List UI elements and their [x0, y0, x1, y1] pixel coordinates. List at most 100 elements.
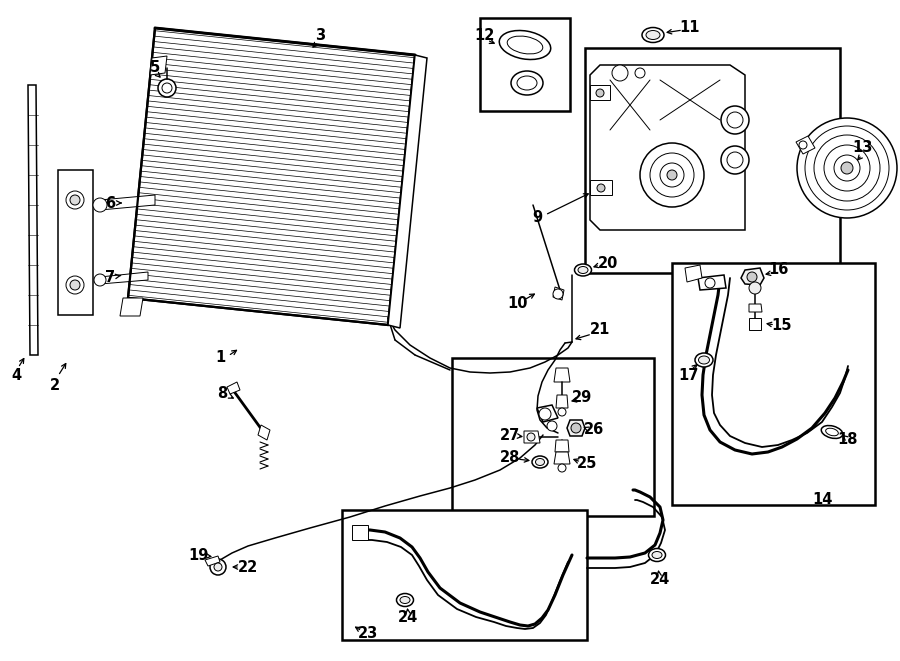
- Polygon shape: [258, 425, 270, 440]
- Polygon shape: [796, 136, 815, 154]
- Text: 12: 12: [475, 28, 495, 42]
- Circle shape: [210, 559, 226, 575]
- Text: 4: 4: [11, 368, 21, 383]
- Text: 14: 14: [813, 492, 833, 508]
- Polygon shape: [28, 85, 38, 355]
- Circle shape: [814, 135, 880, 201]
- Text: 11: 11: [680, 20, 700, 36]
- Polygon shape: [590, 180, 612, 195]
- Polygon shape: [524, 431, 540, 443]
- Text: 24: 24: [398, 611, 418, 625]
- Polygon shape: [590, 85, 610, 100]
- Text: 29: 29: [572, 391, 592, 405]
- Circle shape: [70, 280, 80, 290]
- Ellipse shape: [400, 596, 410, 603]
- Polygon shape: [128, 28, 415, 325]
- Circle shape: [721, 106, 749, 134]
- Text: 10: 10: [508, 295, 528, 311]
- Text: 7: 7: [105, 270, 115, 284]
- Ellipse shape: [536, 459, 544, 465]
- Ellipse shape: [517, 76, 537, 90]
- Circle shape: [158, 79, 176, 97]
- Circle shape: [727, 112, 743, 128]
- Circle shape: [841, 162, 853, 174]
- Ellipse shape: [698, 356, 709, 364]
- Circle shape: [70, 195, 80, 205]
- Circle shape: [527, 433, 535, 441]
- Polygon shape: [553, 287, 564, 300]
- Text: 20: 20: [598, 256, 618, 270]
- Polygon shape: [352, 525, 368, 540]
- Text: 6: 6: [105, 196, 115, 210]
- Text: 8: 8: [217, 385, 227, 401]
- Polygon shape: [567, 420, 585, 436]
- Polygon shape: [227, 382, 240, 394]
- Polygon shape: [388, 55, 427, 328]
- Polygon shape: [555, 440, 569, 452]
- Text: 25: 25: [577, 455, 598, 471]
- Circle shape: [553, 289, 563, 299]
- Circle shape: [571, 423, 581, 433]
- Circle shape: [597, 184, 605, 192]
- Text: 24: 24: [650, 572, 670, 588]
- Circle shape: [162, 83, 172, 93]
- Ellipse shape: [649, 549, 665, 561]
- Text: 2: 2: [50, 377, 60, 393]
- Circle shape: [558, 408, 566, 416]
- Bar: [672, 263, 875, 505]
- Text: 5: 5: [150, 61, 160, 75]
- Text: 19: 19: [188, 547, 208, 563]
- Circle shape: [596, 89, 604, 97]
- Ellipse shape: [822, 426, 842, 438]
- Polygon shape: [554, 368, 570, 382]
- Circle shape: [635, 68, 645, 78]
- Bar: [452, 358, 654, 516]
- Ellipse shape: [500, 30, 551, 59]
- Text: 23: 23: [358, 625, 378, 641]
- Ellipse shape: [574, 264, 591, 276]
- Circle shape: [824, 145, 870, 191]
- Circle shape: [721, 146, 749, 174]
- Circle shape: [650, 153, 694, 197]
- Text: 17: 17: [678, 368, 698, 383]
- Circle shape: [799, 141, 807, 149]
- Circle shape: [558, 464, 566, 472]
- Circle shape: [797, 118, 897, 218]
- Circle shape: [94, 274, 106, 286]
- Ellipse shape: [397, 594, 413, 607]
- Circle shape: [539, 408, 551, 420]
- Circle shape: [705, 278, 715, 288]
- Ellipse shape: [642, 28, 664, 42]
- Text: 26: 26: [584, 422, 604, 438]
- Ellipse shape: [695, 353, 713, 367]
- Polygon shape: [537, 405, 558, 422]
- Polygon shape: [741, 268, 764, 285]
- Polygon shape: [749, 318, 761, 330]
- Text: 1: 1: [215, 350, 225, 366]
- Circle shape: [727, 152, 743, 168]
- Bar: [58, 170, 93, 315]
- Polygon shape: [100, 272, 148, 284]
- Ellipse shape: [532, 456, 548, 468]
- Ellipse shape: [578, 266, 588, 274]
- Text: 13: 13: [851, 141, 872, 155]
- Circle shape: [93, 198, 107, 212]
- Circle shape: [612, 65, 628, 81]
- Circle shape: [66, 191, 84, 209]
- Circle shape: [66, 276, 84, 294]
- Polygon shape: [120, 298, 143, 316]
- Circle shape: [749, 282, 761, 294]
- Text: 21: 21: [590, 323, 610, 338]
- Text: 15: 15: [772, 317, 792, 332]
- Polygon shape: [556, 395, 568, 408]
- Text: 9: 9: [532, 210, 542, 225]
- Ellipse shape: [511, 71, 543, 95]
- Circle shape: [214, 563, 222, 571]
- Ellipse shape: [652, 551, 662, 559]
- Circle shape: [747, 272, 757, 282]
- Polygon shape: [554, 452, 570, 464]
- Circle shape: [640, 143, 704, 207]
- Polygon shape: [205, 556, 220, 566]
- Polygon shape: [100, 195, 155, 210]
- Text: 22: 22: [238, 559, 258, 574]
